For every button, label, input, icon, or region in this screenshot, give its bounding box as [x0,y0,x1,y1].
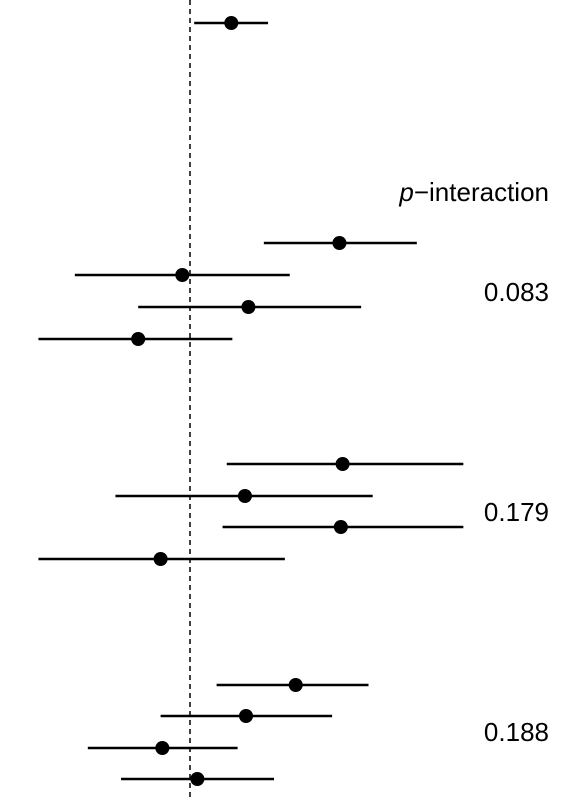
point-estimate-4 [241,300,256,314]
point-estimate-11 [239,709,253,723]
p-value-group-3: 0.188 [484,717,549,747]
point-estimate-13 [190,772,205,786]
point-estimate-2 [332,236,347,250]
p-value-group-2: 0.179 [484,497,549,527]
point-estimate-1 [224,16,239,30]
header-text: interaction [429,177,549,207]
p-value-group-1: 0.083 [484,277,549,307]
point-estimate-10 [288,678,303,692]
point-estimate-3 [175,268,190,282]
point-estimate-12 [155,741,170,755]
header-dash: − [414,177,429,207]
point-estimate-9 [153,552,168,566]
point-estimate-6 [335,457,350,471]
interval-marks [38,16,464,786]
point-estimate-7 [237,489,252,503]
header-label: p−interaction [398,177,549,207]
point-estimate-8 [333,520,348,534]
header-prefix: p [398,177,413,207]
point-estimate-5 [131,332,146,346]
